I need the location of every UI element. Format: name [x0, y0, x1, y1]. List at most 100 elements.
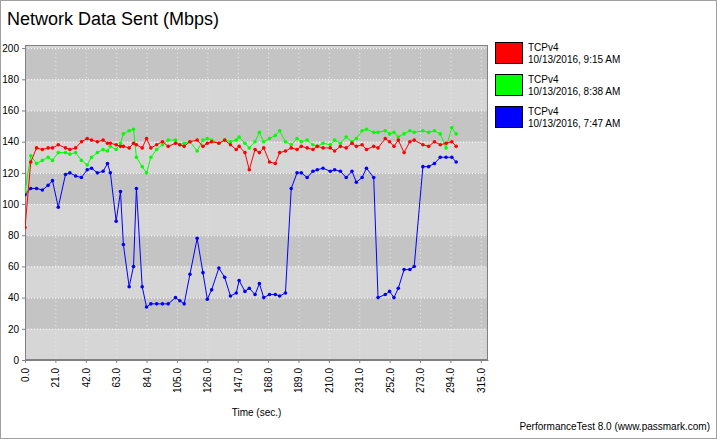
grid-band	[25, 110, 488, 141]
plot-frame	[26, 46, 488, 360]
series-point	[295, 171, 299, 175]
y-tick-label: 40	[8, 292, 20, 303]
y-tick-mark	[22, 79, 25, 80]
series-point	[234, 138, 238, 142]
x-tick-mark	[86, 360, 87, 363]
series-point	[392, 131, 396, 135]
series-point	[64, 173, 68, 177]
series-point	[68, 148, 72, 152]
series-point	[444, 146, 448, 150]
series-point	[253, 140, 257, 144]
series-point	[289, 187, 293, 191]
series-point	[243, 141, 247, 145]
y-tick: 0	[13, 355, 25, 366]
grid-line-x	[177, 45, 178, 360]
series-point	[145, 171, 149, 175]
series-point	[68, 171, 72, 175]
series-point	[80, 159, 84, 163]
y-tick-label: 80	[8, 230, 20, 241]
series-point	[206, 297, 210, 301]
y-tick: 200	[2, 43, 25, 54]
series-point	[51, 159, 55, 163]
series-point	[360, 143, 364, 147]
series-point	[85, 168, 89, 172]
series-point	[253, 293, 257, 297]
series-point	[41, 159, 45, 163]
series-point	[101, 170, 105, 174]
x-tick-mark	[238, 360, 239, 363]
series-point	[383, 137, 387, 141]
series-point	[396, 135, 400, 139]
series-point	[247, 146, 251, 150]
legend: TCPv410/13/2016, 9:15 AMTCPv410/13/2016,…	[496, 42, 621, 129]
series-point	[223, 138, 227, 142]
grid-line-x	[147, 45, 148, 360]
x-tick: 252.0	[385, 360, 396, 393]
y-tick: 40	[8, 292, 25, 303]
x-tick: 84.0	[142, 360, 153, 387]
series-point	[90, 138, 94, 142]
x-axis: 0.021.042.063.084.0105.0126.0147.0168.01…	[20, 360, 489, 393]
x-tick: 21.0	[50, 360, 61, 387]
y-tick-label: 0	[13, 355, 19, 366]
x-tick-mark	[450, 360, 451, 363]
series-point	[328, 146, 332, 150]
series-point	[101, 148, 105, 152]
series-point	[145, 137, 149, 141]
grid-bands	[25, 48, 488, 360]
grid-line-x	[390, 45, 391, 360]
y-tick: 60	[8, 261, 25, 272]
x-tick-label: 84.0	[142, 368, 153, 388]
series-point	[333, 149, 337, 153]
series-point	[119, 141, 123, 145]
title: Network Data Sent (Mbps)	[7, 9, 219, 29]
series-point	[46, 146, 50, 150]
series-point	[119, 190, 123, 194]
x-tick-label: 294.0	[445, 368, 456, 393]
series-point	[450, 140, 454, 144]
series-point	[392, 145, 396, 149]
grid-line-y	[25, 298, 488, 299]
series-point	[122, 243, 126, 247]
y-tick-mark	[22, 204, 25, 205]
series-point	[274, 162, 278, 166]
series-point	[140, 146, 144, 150]
series-point	[90, 166, 94, 170]
series-point	[355, 180, 359, 184]
grid-line-x	[238, 45, 239, 360]
series-point	[166, 145, 170, 149]
series-point	[178, 143, 182, 147]
series-point	[140, 165, 144, 169]
series-point	[229, 294, 233, 298]
y-tick: 160	[2, 105, 25, 116]
series-point	[388, 290, 392, 294]
x-tick-label: 63.0	[111, 368, 122, 388]
x-tick-label: 189.0	[293, 368, 304, 393]
series-point	[454, 145, 458, 149]
x-tick: 210.0	[324, 360, 335, 393]
series-point	[135, 143, 139, 147]
series-point	[311, 143, 315, 147]
series-point	[106, 149, 110, 153]
series-point	[237, 145, 241, 149]
x-tick: 273.0	[415, 360, 426, 393]
series-point	[396, 138, 400, 142]
x-tick-mark	[116, 360, 117, 363]
series-point	[305, 138, 309, 142]
series-point	[412, 138, 416, 142]
series-point	[438, 155, 442, 159]
y-tick-mark	[22, 298, 25, 299]
legend-swatch	[496, 43, 523, 64]
grid-line-x	[481, 45, 482, 360]
series-point	[161, 143, 165, 147]
series-point	[217, 141, 221, 145]
series-point	[421, 143, 425, 147]
x-tick: 315.0	[476, 360, 487, 393]
series-point	[333, 138, 337, 142]
grid-line-y	[25, 204, 488, 205]
series-point	[408, 268, 412, 272]
series-point	[109, 141, 113, 145]
grid-line-y	[25, 266, 488, 267]
x-tick: 0.0	[20, 360, 31, 382]
series-point	[122, 145, 126, 149]
